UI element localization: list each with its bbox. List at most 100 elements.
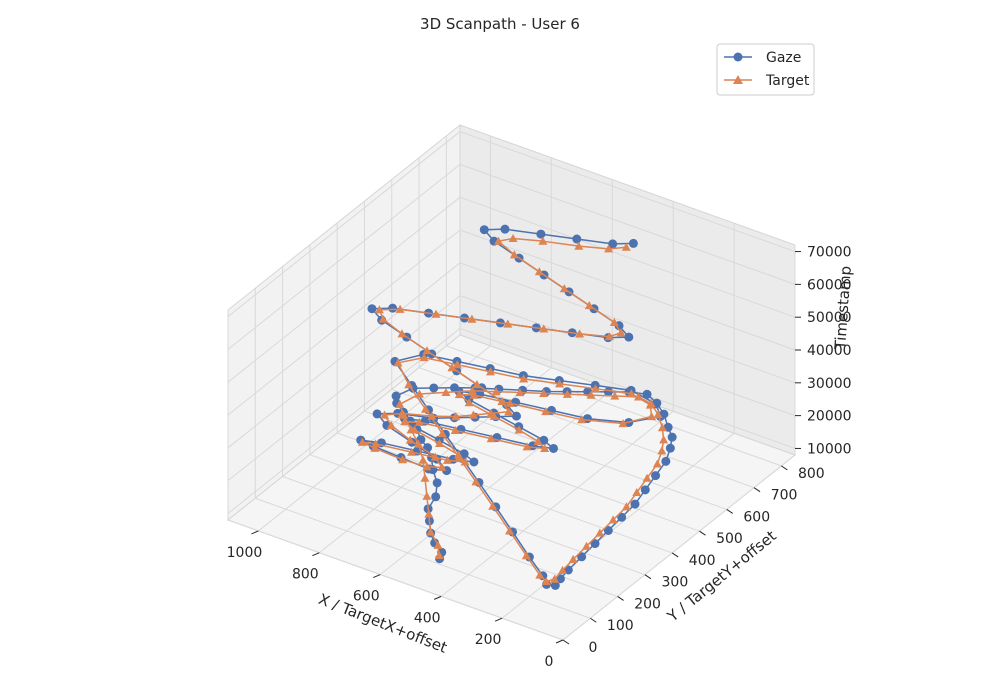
y-tick-label: 700 — [771, 488, 798, 504]
data-point-gaze — [628, 238, 638, 248]
data-point-target — [464, 398, 474, 407]
data-point-target — [485, 367, 495, 376]
data-point-target — [454, 390, 464, 399]
gridline-floor-x — [440, 410, 674, 597]
data-point-target — [469, 390, 479, 399]
data-point-target — [426, 527, 436, 536]
data-point-target — [404, 380, 414, 389]
data-point-target — [550, 574, 560, 583]
data-point-target — [419, 353, 429, 362]
data-point-target — [608, 515, 618, 524]
data-point-gaze — [429, 383, 439, 393]
data-point-gaze — [617, 512, 627, 522]
data-point-target — [453, 450, 463, 459]
data-point-gaze — [555, 574, 565, 584]
data-point-target — [604, 332, 614, 341]
data-point-target — [450, 425, 460, 435]
gridline-floor-x — [501, 432, 735, 619]
data-point-target — [535, 570, 545, 579]
gridline-wall-z-right — [459, 131, 796, 253]
data-point-target — [559, 284, 569, 293]
data-point-target — [424, 509, 434, 518]
data-point-target — [541, 406, 551, 416]
data-point-target — [659, 435, 669, 444]
data-point-gaze — [432, 478, 442, 488]
data-point-target — [540, 443, 550, 453]
data-point-target — [632, 487, 642, 497]
gridline-wall-z-right — [459, 295, 796, 417]
legend-gaze-label: Gaze — [766, 50, 801, 66]
data-point-target — [431, 309, 441, 318]
data-point-target — [437, 429, 447, 438]
data-point-gaze — [642, 389, 652, 399]
data-point-gaze — [624, 332, 634, 342]
data-point-gaze — [651, 471, 661, 481]
gridline-wall-z-left — [227, 295, 461, 482]
data-point-gaze — [459, 449, 469, 459]
z-tick-label: 60000 — [807, 277, 852, 293]
data-point-target — [604, 244, 614, 253]
gridline-wall-z-right — [459, 262, 796, 384]
z-tick-label: 30000 — [807, 376, 852, 392]
gridline-wall-z-right — [459, 229, 796, 351]
data-point-target — [595, 528, 605, 537]
gridline-floor-x — [562, 454, 796, 641]
data-point-target — [508, 233, 518, 243]
data-point-target — [414, 417, 424, 426]
x-tick-mark — [373, 574, 381, 579]
data-point-gaze — [388, 303, 398, 313]
data-point-target — [533, 436, 543, 445]
data-point-target — [395, 304, 405, 313]
chart-title: 3D Scanpath - User 6 — [420, 15, 580, 33]
data-point-target — [434, 438, 444, 448]
data-point-target — [397, 408, 407, 417]
gridline-floor-y — [337, 432, 673, 554]
data-point-target — [616, 328, 626, 337]
data-point-target — [405, 435, 415, 444]
gridline-floor-x — [258, 345, 491, 532]
data-point-target — [657, 446, 667, 455]
y-tick-label: 800 — [798, 466, 825, 482]
data-point-target — [575, 329, 585, 338]
data-point-gaze — [667, 432, 677, 442]
y-tick-label: 500 — [716, 531, 743, 547]
data-point-target — [371, 439, 381, 448]
data-point-target — [467, 314, 477, 323]
legend-target-marker — [733, 75, 743, 84]
data-point-gaze — [663, 422, 673, 432]
data-point-target — [409, 425, 419, 434]
data-point-target — [618, 419, 628, 428]
data-point-target — [538, 236, 548, 245]
gridline-wall-z-left — [227, 196, 461, 383]
gridline-floor-x — [379, 389, 613, 575]
data-point-target — [584, 301, 594, 310]
y-tick-mark — [781, 465, 788, 471]
data-point-target — [568, 554, 578, 563]
x-tick-label: 1000 — [227, 545, 263, 561]
x-tick-label: 400 — [414, 610, 441, 626]
data-point-target — [586, 390, 596, 399]
x-tick-mark — [555, 639, 564, 644]
data-point-target — [430, 452, 440, 461]
data-point-target — [488, 501, 498, 510]
data-point-target — [447, 363, 457, 372]
data-point-target — [407, 447, 417, 456]
data-point-target — [574, 241, 584, 250]
z-tick-label: 70000 — [807, 245, 852, 261]
y-tick-label: 400 — [689, 553, 716, 569]
data-point-target — [539, 324, 549, 333]
data-point-target — [386, 420, 396, 429]
data-point-target — [486, 408, 496, 417]
data-point-target — [647, 411, 657, 421]
gridline-wall-z-left — [227, 229, 461, 416]
data-point-target — [642, 473, 652, 482]
data-point-target — [380, 410, 390, 419]
data-point-target — [414, 389, 424, 398]
data-point-gaze — [603, 525, 613, 535]
y-tick-mark — [753, 487, 761, 493]
data-point-target — [621, 242, 631, 251]
gridline-wall-z-right — [459, 163, 796, 285]
data-point-gaze — [550, 580, 560, 590]
data-point-target — [626, 389, 636, 398]
data-point-gaze — [391, 391, 401, 401]
